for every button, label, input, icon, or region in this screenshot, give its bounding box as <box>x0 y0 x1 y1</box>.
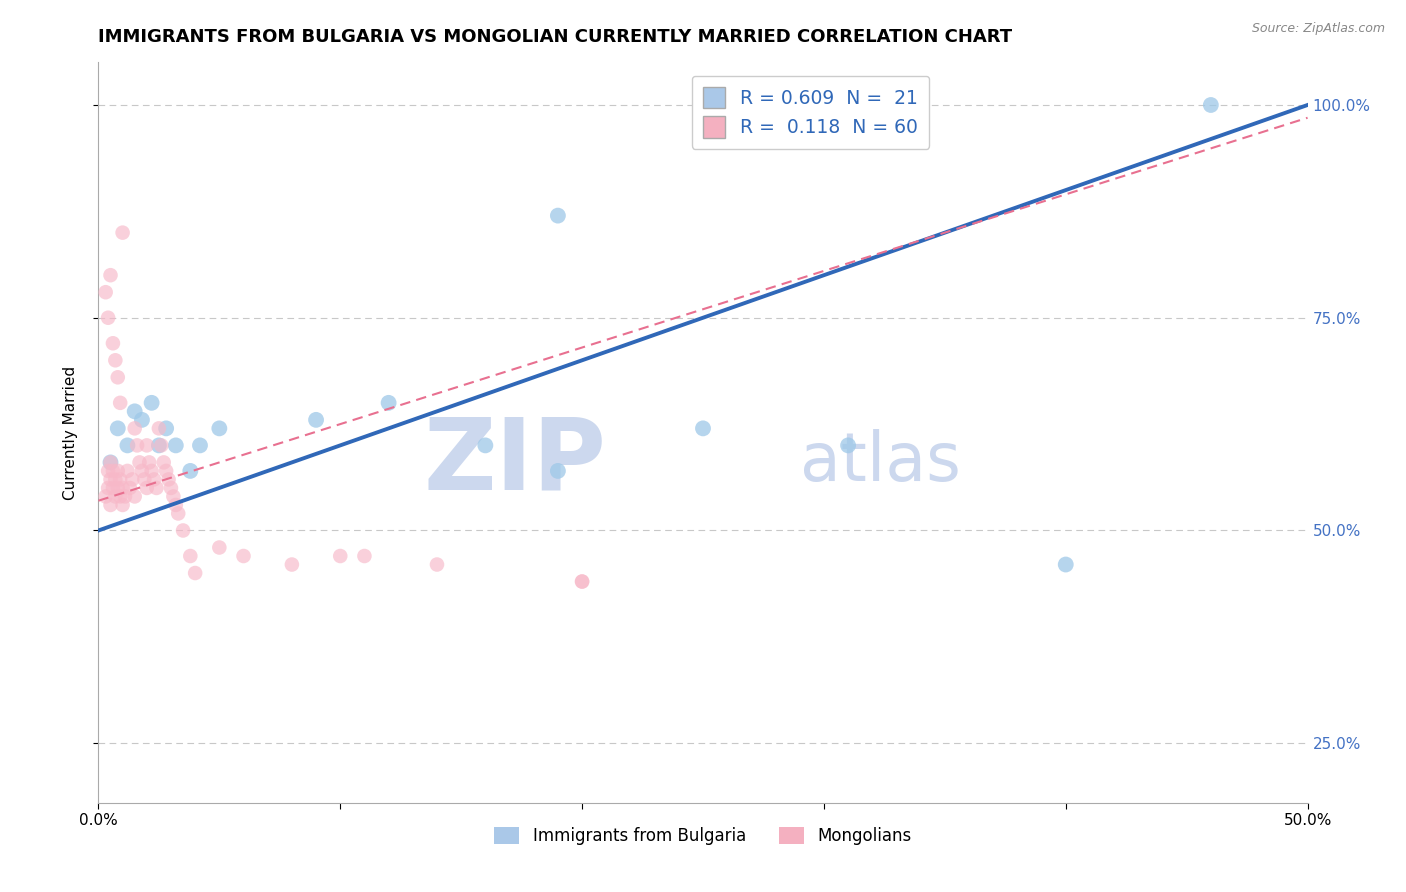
Point <box>97 481 120 495</box>
Point <box>162 490 184 504</box>
Point <box>148 421 170 435</box>
Point <box>117 464 139 478</box>
Y-axis label: Currently Married: Currently Married <box>63 366 77 500</box>
Point <box>571 574 593 589</box>
Point <box>474 438 496 452</box>
Point <box>121 472 143 486</box>
Point <box>94 285 117 300</box>
Point <box>131 413 153 427</box>
Text: ZIP: ZIP <box>423 414 606 511</box>
Legend: Immigrants from Bulgaria, Mongolians: Immigrants from Bulgaria, Mongolians <box>486 819 920 854</box>
Point <box>377 396 399 410</box>
Point <box>172 524 194 538</box>
Point <box>145 481 167 495</box>
Point <box>141 464 163 478</box>
Text: Source: ZipAtlas.com: Source: ZipAtlas.com <box>1251 22 1385 36</box>
Point <box>111 481 134 495</box>
Point <box>108 472 131 486</box>
Point <box>157 472 180 486</box>
Point <box>100 268 122 283</box>
Point <box>101 464 124 478</box>
Point <box>127 438 149 452</box>
Point <box>114 490 136 504</box>
Point <box>101 336 124 351</box>
Point <box>208 541 231 555</box>
Point <box>131 464 153 478</box>
Point <box>107 421 129 435</box>
Point <box>571 574 593 589</box>
Point <box>837 438 859 452</box>
Text: IMMIGRANTS FROM BULGARIA VS MONGOLIAN CURRENTLY MARRIED CORRELATION CHART: IMMIGRANTS FROM BULGARIA VS MONGOLIAN CU… <box>98 28 1012 45</box>
Point <box>108 490 131 504</box>
Point <box>165 498 187 512</box>
Point <box>155 421 177 435</box>
Point <box>107 464 129 478</box>
Text: atlas: atlas <box>800 429 960 495</box>
Point <box>124 421 146 435</box>
Point <box>1054 558 1077 572</box>
Point <box>94 490 117 504</box>
Point <box>108 396 131 410</box>
Point <box>1199 98 1222 112</box>
Point <box>100 455 122 469</box>
Point <box>305 413 328 427</box>
Point <box>111 498 134 512</box>
Point <box>100 498 122 512</box>
Point <box>104 472 127 486</box>
Point <box>281 558 304 572</box>
Point <box>426 558 449 572</box>
Point <box>547 464 569 478</box>
Point <box>134 472 156 486</box>
Point <box>152 455 174 469</box>
Point <box>547 209 569 223</box>
Point <box>117 438 139 452</box>
Point <box>135 438 157 452</box>
Point <box>141 396 163 410</box>
Point <box>111 226 134 240</box>
Point <box>101 481 124 495</box>
Point <box>104 353 127 368</box>
Point <box>208 421 231 435</box>
Point <box>100 455 122 469</box>
Point <box>179 549 201 563</box>
Point <box>160 481 183 495</box>
Point <box>138 455 160 469</box>
Point <box>97 310 120 325</box>
Point <box>97 464 120 478</box>
Point <box>165 438 187 452</box>
Point <box>155 464 177 478</box>
Point <box>329 549 352 563</box>
Point <box>107 481 129 495</box>
Point <box>128 455 150 469</box>
Point <box>104 490 127 504</box>
Point <box>135 481 157 495</box>
Point <box>107 370 129 384</box>
Point <box>124 404 146 418</box>
Point <box>150 438 173 452</box>
Point <box>179 464 201 478</box>
Point <box>232 549 254 563</box>
Point <box>692 421 714 435</box>
Point <box>148 438 170 452</box>
Point <box>143 472 166 486</box>
Point <box>188 438 211 452</box>
Point <box>100 472 122 486</box>
Point <box>184 566 207 580</box>
Point <box>124 490 146 504</box>
Point <box>118 481 141 495</box>
Point <box>167 507 190 521</box>
Point <box>353 549 375 563</box>
